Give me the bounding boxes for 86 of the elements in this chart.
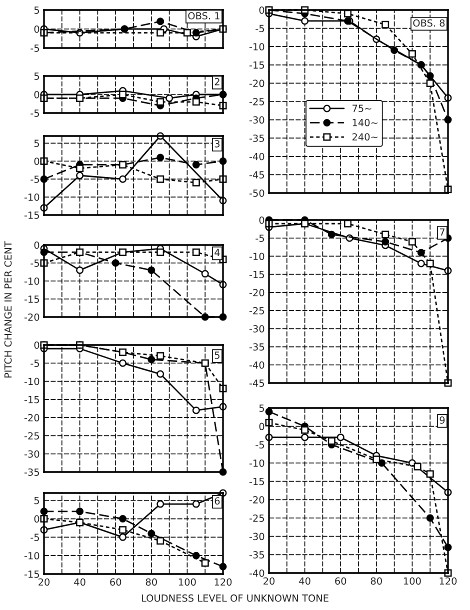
legend-label: 240~ xyxy=(352,133,378,141)
y-tick-label: -30 xyxy=(249,116,264,124)
y-tick-label: -30 xyxy=(249,325,264,332)
x-tick-label: 20 xyxy=(264,577,275,585)
y-tick-label: -20 xyxy=(24,414,40,422)
y-tick-label: -10 xyxy=(24,277,40,285)
y-tick-label: 0 xyxy=(259,422,264,430)
y-tick-label: -5 xyxy=(30,260,39,267)
y-tick-label: -15 xyxy=(24,212,39,219)
y-tick-label: -10 xyxy=(249,43,264,50)
annotation: 5 xyxy=(214,352,220,359)
x-tick-label: 40 xyxy=(299,577,310,585)
y-tick-label: -15 xyxy=(24,296,39,303)
y-tick-label: -35 xyxy=(24,468,39,476)
x-tick-label: 60 xyxy=(110,578,122,586)
y-tick-label: -25 xyxy=(249,514,264,522)
y-tick-label: -10 xyxy=(24,194,40,201)
y-tick-label: 5 xyxy=(34,140,39,148)
y-tick-label: 5 xyxy=(34,72,39,80)
annotation: 6 xyxy=(214,497,220,505)
y-tick-label: -45 xyxy=(249,380,264,387)
y-tick-label: 0 xyxy=(34,25,40,33)
y-tick-label: 0 xyxy=(259,216,264,224)
x-tick-label: 40 xyxy=(74,578,86,586)
y-tick-label: -20 xyxy=(249,80,264,88)
y-tick-label: 5 xyxy=(34,6,39,14)
x-tick-label: 120 xyxy=(440,577,457,585)
y-tick-label: -35 xyxy=(249,134,264,142)
y-tick-label: -45 xyxy=(249,171,264,179)
y-axis-title: PITCH CHANGE IN PER CENT xyxy=(4,241,12,378)
y-tick-label: -10 xyxy=(249,252,264,260)
y-tick-label: 0 xyxy=(259,6,264,14)
x-tick-label: 60 xyxy=(335,577,346,585)
y-tick-label: -5 xyxy=(256,234,264,242)
x-axis-title: LOUDNESS LEVEL OF UNKNOWN TONE xyxy=(142,594,328,602)
y-tick-label: -25 xyxy=(24,432,39,440)
y-tick-label: -5 xyxy=(30,110,39,117)
x-tick-label: 100 xyxy=(404,577,421,585)
y-tick-label: -10 xyxy=(24,378,40,386)
y-tick-label: -50 xyxy=(249,189,264,197)
y-tick-label: -20 xyxy=(249,288,264,296)
y-tick-label: -20 xyxy=(24,313,40,321)
y-tick-label: -5 xyxy=(30,44,39,52)
legend-label: 75~ xyxy=(352,104,372,112)
y-tick-label: 0 xyxy=(34,241,40,249)
y-tick-label: -20 xyxy=(249,496,264,504)
y-tick-label: 5 xyxy=(259,404,264,412)
y-tick-label: -5 xyxy=(256,441,264,448)
y-tick-label: -15 xyxy=(24,570,39,578)
annotation: 3 xyxy=(214,140,220,148)
legend-label: 140~ xyxy=(352,118,378,126)
y-tick-label: -30 xyxy=(24,450,40,458)
annotation: 9 xyxy=(440,416,445,424)
annotation: 4 xyxy=(214,248,220,256)
y-tick-label: -10 xyxy=(24,552,40,560)
y-tick-label: 0 xyxy=(34,341,40,349)
y-tick-label: -30 xyxy=(249,532,264,540)
x-tick-label: 100 xyxy=(178,578,196,586)
y-tick-label: -40 xyxy=(249,569,264,577)
y-tick-label: 5 xyxy=(34,496,39,504)
y-tick-label: -40 xyxy=(249,152,264,160)
y-tick-label: -25 xyxy=(249,307,264,314)
annotation: 2 xyxy=(214,78,220,86)
x-tick-label: 20 xyxy=(38,578,50,586)
y-tick-label: -5 xyxy=(30,176,39,183)
y-tick-label: -25 xyxy=(249,98,264,106)
y-tick-label: -15 xyxy=(249,62,264,69)
x-tick-label: 80 xyxy=(146,578,157,586)
annotation: OBS. 8 xyxy=(413,19,445,27)
x-tick-label: 80 xyxy=(370,577,382,585)
y-tick-label: -5 xyxy=(256,24,264,32)
y-tick-label: -5 xyxy=(30,534,39,542)
annotation: 7 xyxy=(440,228,444,236)
y-tick-label: 0 xyxy=(34,515,40,523)
y-tick-label: -40 xyxy=(249,361,264,369)
y-tick-label: -5 xyxy=(30,360,39,367)
y-tick-label: -15 xyxy=(249,478,264,486)
x-tick-label: 120 xyxy=(214,578,232,586)
y-tick-label: -35 xyxy=(249,343,264,351)
y-tick-label: -10 xyxy=(249,459,264,467)
y-tick-label: -15 xyxy=(24,396,39,404)
annotation: OBS. 1 xyxy=(188,12,220,20)
y-tick-label: -35 xyxy=(249,551,264,558)
y-tick-label: 0 xyxy=(34,158,40,165)
y-tick-label: 0 xyxy=(34,90,40,98)
y-tick-label: -15 xyxy=(249,270,264,278)
